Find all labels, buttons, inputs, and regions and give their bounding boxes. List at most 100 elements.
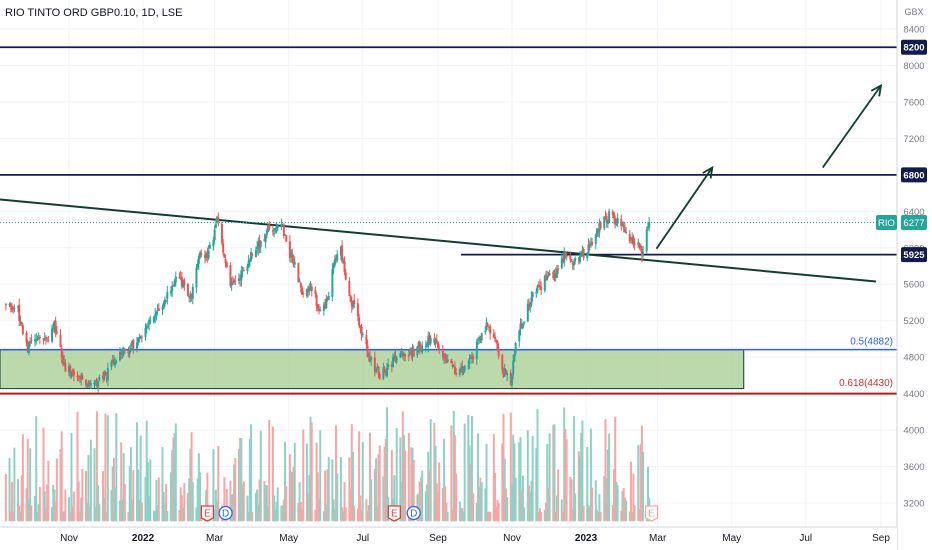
candle-body <box>302 293 305 295</box>
volume-bar <box>324 470 327 522</box>
volume-bar <box>325 504 328 522</box>
candle-body <box>512 360 515 375</box>
volume-bar <box>407 432 410 522</box>
candle-body <box>378 374 381 379</box>
candle-body <box>589 243 592 245</box>
volume-bar <box>8 457 11 522</box>
candle-body <box>421 346 424 353</box>
level-tag-label: 6800 <box>903 170 924 181</box>
candle-body <box>38 336 41 338</box>
volume-bar <box>63 511 66 522</box>
candle-body <box>520 323 523 329</box>
candle-body <box>553 274 556 277</box>
volume-bar <box>553 424 556 522</box>
candle-body <box>200 253 203 255</box>
volume-bar <box>223 477 226 522</box>
volume-bar <box>273 495 276 522</box>
volume-bar <box>281 505 284 522</box>
volume-bar <box>496 499 499 522</box>
volume-bar <box>557 469 560 522</box>
candle-body <box>224 258 227 264</box>
candle-body <box>564 253 567 255</box>
volume-bar <box>191 481 194 522</box>
candle-body <box>395 358 398 362</box>
candle-body <box>424 345 427 347</box>
volume-bar <box>572 416 575 522</box>
volume-bar <box>480 482 483 522</box>
volume-bar <box>436 492 439 522</box>
volume-bar <box>546 443 549 522</box>
candle-body <box>59 334 62 348</box>
candle-body <box>34 339 37 342</box>
volume-bar <box>137 469 140 522</box>
volume-bar <box>69 511 72 522</box>
candle-body <box>161 307 164 310</box>
candle-body <box>171 286 174 292</box>
volume-bar <box>154 510 157 522</box>
candle-body <box>156 309 159 311</box>
volume-bar <box>475 503 478 522</box>
price-tick-label: 7200 <box>903 134 924 145</box>
volume-bar <box>72 491 75 522</box>
event-marker-label: E <box>391 509 398 520</box>
candle-body <box>612 213 615 218</box>
candle-body <box>591 242 594 245</box>
candle-body <box>445 360 448 362</box>
volume-bar <box>586 447 589 522</box>
volume-bar <box>616 485 619 522</box>
candle-body <box>407 354 410 357</box>
volume-bar <box>36 512 39 522</box>
candle-body <box>546 276 549 280</box>
volume-bar <box>427 451 430 522</box>
volume-bar <box>604 419 607 522</box>
candle-body <box>393 355 396 358</box>
candle-body <box>402 354 405 356</box>
candle-body <box>503 368 506 376</box>
volume-bar <box>469 464 472 522</box>
candle-body <box>625 232 628 234</box>
candle-body <box>140 336 143 338</box>
candle-body <box>529 305 532 308</box>
volume-bar <box>54 501 57 522</box>
volume-bar <box>589 428 592 522</box>
candle-body <box>222 243 225 253</box>
candle-body <box>478 337 481 340</box>
volume-bar <box>246 495 249 522</box>
candle-body <box>251 253 254 256</box>
candle-body <box>526 303 529 322</box>
candle-body <box>411 348 414 356</box>
time-tick-label: May <box>722 533 741 544</box>
earnings-marker-icon <box>200 505 215 522</box>
candle-body <box>367 354 370 356</box>
candle-body <box>632 236 635 245</box>
candle-body <box>95 378 98 387</box>
candle-body <box>639 246 642 249</box>
candle-body <box>453 366 456 374</box>
candle-body <box>71 370 74 372</box>
time-tick-label: 2022 <box>132 533 155 544</box>
volume-bar <box>504 488 507 522</box>
candle-body <box>178 277 181 279</box>
projection-arrow-line <box>822 84 882 169</box>
volume-bar <box>638 509 641 522</box>
candle-body <box>319 310 322 312</box>
candle-body <box>241 270 244 272</box>
candle-body <box>268 224 271 230</box>
volume-bar <box>291 472 294 522</box>
candle-body <box>377 366 380 376</box>
candle-body <box>259 240 262 247</box>
volume-bar <box>43 491 46 522</box>
price-tick-label: 3600 <box>903 462 924 473</box>
candle-body <box>154 313 157 318</box>
price-axis: GBX8400800076007200680064006000560052004… <box>876 0 932 550</box>
volume-bar <box>305 443 308 522</box>
candle-body <box>316 304 319 310</box>
volume-bar <box>335 425 338 522</box>
candle-body <box>571 263 574 265</box>
candle-body <box>433 338 436 344</box>
candle-body <box>504 369 507 375</box>
time-tick-label: May <box>279 533 298 544</box>
volume-bar <box>509 412 512 522</box>
candle-body <box>582 248 585 258</box>
